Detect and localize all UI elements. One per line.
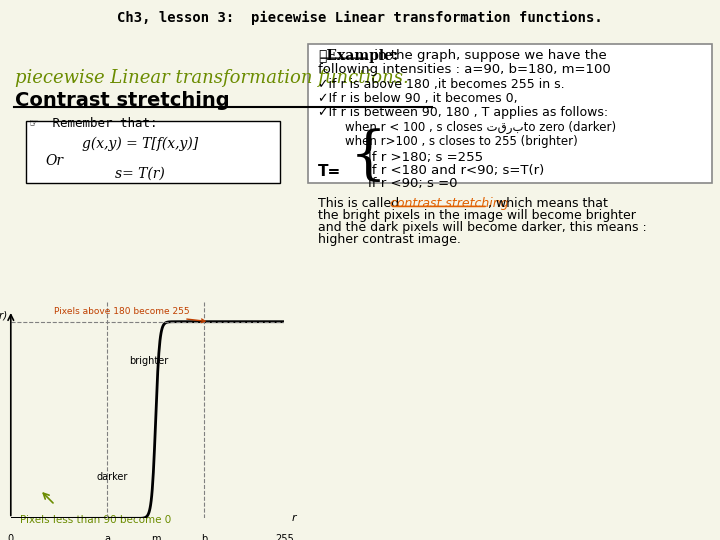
Text: ✓if r is above 180 ,it becomes 255 in s.: ✓if r is above 180 ,it becomes 255 in s. <box>318 78 564 91</box>
FancyBboxPatch shape <box>26 122 280 184</box>
Text: ✓If r is below 90 , it becomes 0,: ✓If r is below 90 , it becomes 0, <box>318 92 518 105</box>
Text: brighter: brighter <box>129 356 168 366</box>
Text: {: { <box>350 129 387 185</box>
Text: Pixels above 180 become 255: Pixels above 180 become 255 <box>54 307 205 322</box>
Text: Or: Or <box>45 154 63 168</box>
Text: This is called: This is called <box>318 198 403 211</box>
Text: 255: 255 <box>275 534 294 540</box>
Text: m: m <box>151 534 161 540</box>
Text: darker: darker <box>96 472 128 482</box>
Text: If r <90; s =0: If r <90; s =0 <box>368 177 457 191</box>
Text: when r < 100 , s closes تقربto zero (darker): when r < 100 , s closes تقربto zero (dar… <box>345 122 616 134</box>
Text: contrast stretching: contrast stretching <box>390 198 508 211</box>
Text: following intensities : a=90, b=180, m=100: following intensities : a=90, b=180, m=1… <box>318 63 611 76</box>
Text: 0: 0 <box>8 534 14 540</box>
Text: s= T(r): s= T(r) <box>115 166 165 180</box>
Text: higher contrast image.: higher contrast image. <box>318 233 461 246</box>
Text: when r>100 , s closes to 255 (brighter): when r>100 , s closes to 255 (brighter) <box>345 136 577 148</box>
Text: , which means that: , which means that <box>488 198 608 211</box>
Text: s = T(r): s = T(r) <box>0 310 7 320</box>
Text: If r >180; s =255: If r >180; s =255 <box>368 151 483 164</box>
Text: Contrast stretching: Contrast stretching <box>15 91 230 110</box>
Text: If r <180 and r<90; s=T(r): If r <180 and r<90; s=T(r) <box>368 164 544 177</box>
Text: T=: T= <box>318 164 341 179</box>
Text: in the graph, suppose we have the: in the graph, suppose we have the <box>370 49 607 62</box>
Text: piecewise Linear transformation functions.: piecewise Linear transformation function… <box>15 69 409 87</box>
Text: Ch3, lesson 3:  piecewise Linear transformation functions.: Ch3, lesson 3: piecewise Linear transfor… <box>117 10 603 25</box>
Text: g(x,y) = T[f(x,y)]: g(x,y) = T[f(x,y)] <box>82 136 198 151</box>
Text: b: b <box>201 534 207 540</box>
Text: the bright pixels in the image will become brighter: the bright pixels in the image will beco… <box>318 210 636 222</box>
Text: and the dark pixels will become darker, this means :: and the dark pixels will become darker, … <box>318 221 647 234</box>
Text: ✓If r is between 90, 180 , T applies as follows:: ✓If r is between 90, 180 , T applies as … <box>318 106 608 119</box>
Text: ✎Example:: ✎Example: <box>318 49 398 63</box>
Text: Pixels less than 90 become 0: Pixels less than 90 become 0 <box>20 515 171 525</box>
Text: r: r <box>292 514 297 523</box>
Text: ☞  Remember that:: ☞ Remember that: <box>30 117 158 130</box>
Text: a: a <box>104 534 110 540</box>
FancyBboxPatch shape <box>308 44 712 184</box>
